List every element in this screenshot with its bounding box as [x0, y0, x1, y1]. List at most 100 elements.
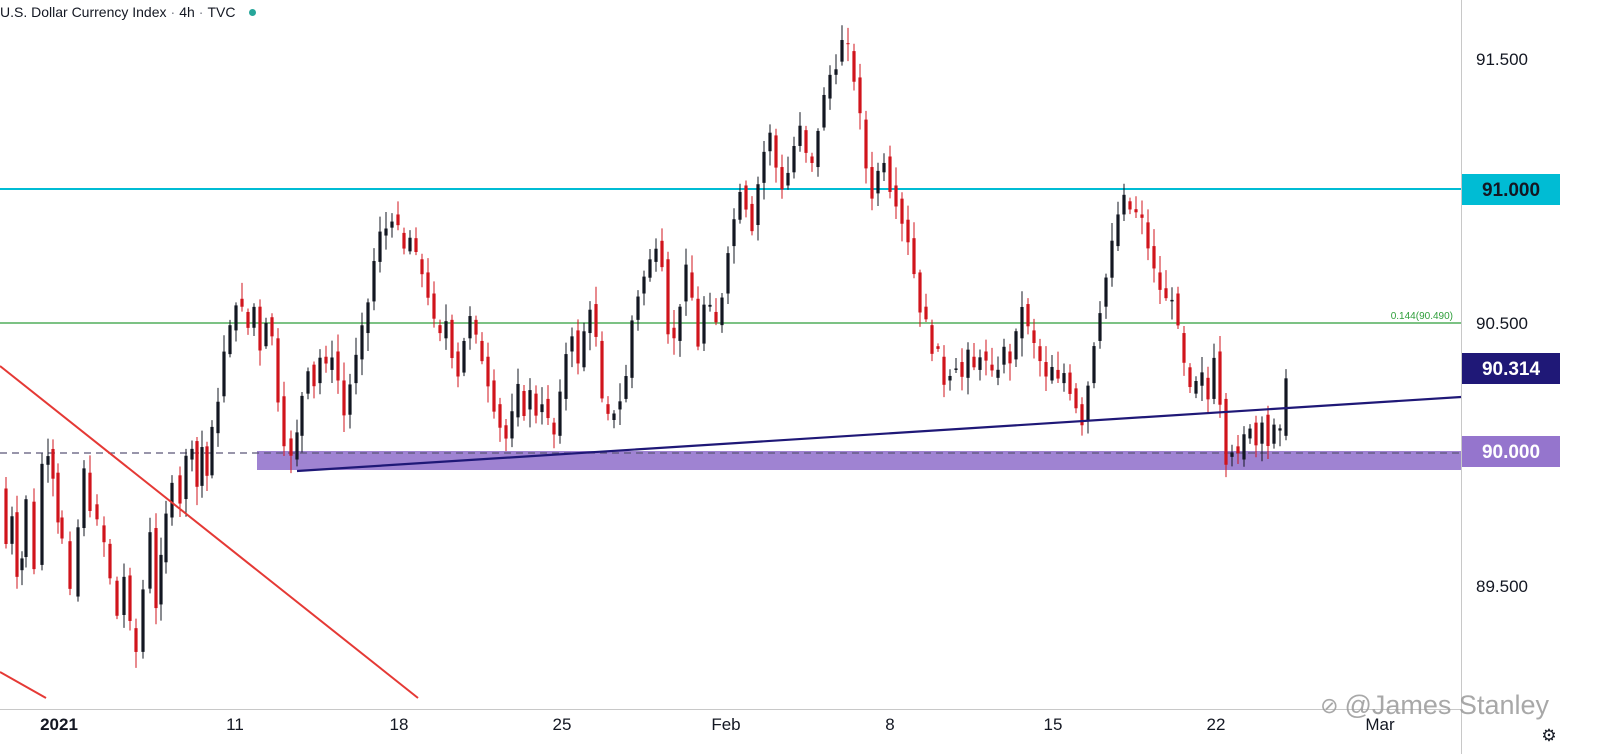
candle-body — [46, 456, 50, 465]
candle-body — [390, 221, 394, 228]
candle-body — [528, 390, 532, 410]
candle-body — [1224, 398, 1228, 465]
candle-body — [184, 455, 188, 500]
candle-body — [630, 320, 634, 378]
candle-body — [486, 356, 490, 387]
candle-body — [51, 448, 55, 479]
candle-body — [810, 156, 814, 163]
candle-body — [672, 327, 676, 339]
candle-body — [1068, 372, 1072, 394]
candle-body — [1086, 385, 1090, 420]
candle-body — [858, 77, 862, 114]
candle-body — [88, 472, 92, 511]
candle-body — [594, 304, 598, 337]
candle-body — [134, 628, 138, 652]
gear-icon[interactable]: ⚙ — [1541, 726, 1557, 745]
candle-body — [408, 237, 412, 252]
candle-body — [402, 232, 406, 249]
candle-body — [768, 132, 772, 152]
candle-body — [190, 448, 194, 460]
candle-body — [618, 401, 622, 410]
candle-body — [108, 543, 112, 579]
candle-body — [205, 446, 209, 476]
candle-body — [972, 356, 976, 368]
chart-header[interactable]: U.S. Dollar Currency Index · 4h · TVC — [0, 3, 257, 21]
candle-body — [1188, 367, 1192, 388]
candle-body — [828, 74, 832, 99]
candle-body — [474, 319, 478, 335]
fib-label: 0.144(90.490) — [1391, 311, 1453, 322]
candle-body — [1230, 452, 1234, 457]
candle-body — [438, 325, 442, 334]
candle-body — [1104, 277, 1108, 307]
candle-body — [282, 396, 286, 447]
candle-body — [318, 357, 322, 384]
candle-body — [159, 554, 163, 605]
candle-body — [396, 214, 400, 226]
candle-body — [289, 438, 293, 456]
candle-body — [1038, 346, 1042, 362]
candle-body — [1218, 351, 1222, 405]
candle-body — [1074, 388, 1078, 409]
candle-body — [1008, 351, 1012, 364]
candle-body — [978, 357, 982, 370]
candle-body — [1182, 333, 1186, 363]
candles — [4, 25, 1288, 668]
candle-body — [498, 404, 502, 428]
candle-body — [1146, 222, 1150, 249]
candle-body — [1254, 422, 1258, 446]
candle-body — [468, 316, 472, 339]
candle-body — [732, 219, 736, 247]
candle-body — [900, 198, 904, 224]
candle-body — [540, 404, 544, 413]
candle-body — [342, 380, 346, 416]
candle-body — [708, 304, 712, 307]
candle-body — [10, 516, 14, 544]
data-source: TVC — [207, 4, 236, 20]
candle-body — [696, 298, 700, 347]
candle-body — [170, 482, 174, 518]
candle-body — [966, 349, 970, 378]
candle-body — [154, 528, 158, 609]
candle-body — [102, 525, 106, 543]
candle-body — [780, 167, 784, 190]
symbol-name[interactable]: U.S. Dollar Currency Index — [0, 4, 167, 20]
candle-body — [178, 475, 182, 504]
interval[interactable]: 4h — [179, 4, 195, 20]
candle-body — [60, 517, 64, 539]
candle-body — [510, 411, 514, 439]
candle-body — [414, 238, 418, 252]
candle-body — [822, 94, 826, 128]
candle-body — [720, 297, 724, 326]
candle-body — [726, 253, 730, 294]
candle-body — [714, 311, 718, 323]
candle-body — [744, 185, 748, 210]
candle-body — [366, 302, 370, 334]
x-tick-label: Feb — [711, 715, 740, 734]
candle-body — [1044, 362, 1048, 377]
candle-body — [990, 364, 994, 371]
candle-body — [141, 589, 145, 652]
candle-body — [600, 340, 604, 399]
candle-body — [1032, 330, 1036, 343]
candle-body — [666, 259, 670, 335]
candle-body — [636, 296, 640, 320]
candle-body — [888, 156, 892, 192]
x-tick-label: 18 — [390, 715, 409, 734]
price-label-support: 90.000 — [1462, 436, 1560, 467]
candle-body — [420, 259, 424, 275]
candle-body — [1164, 288, 1168, 299]
candle-body — [774, 135, 778, 168]
candle-body — [546, 398, 550, 419]
candle-body — [1098, 313, 1102, 341]
candle-body — [1092, 346, 1096, 384]
candle-body — [1176, 293, 1180, 326]
weibo-icon: ⊘ — [1320, 692, 1339, 718]
candle-body — [195, 441, 199, 487]
candle-body — [504, 425, 508, 439]
x-tick-label: 15 — [1044, 715, 1063, 734]
candle-body — [882, 162, 886, 173]
candle-body — [128, 575, 132, 621]
watermark: ⊘ @James Stanley — [1320, 690, 1549, 721]
